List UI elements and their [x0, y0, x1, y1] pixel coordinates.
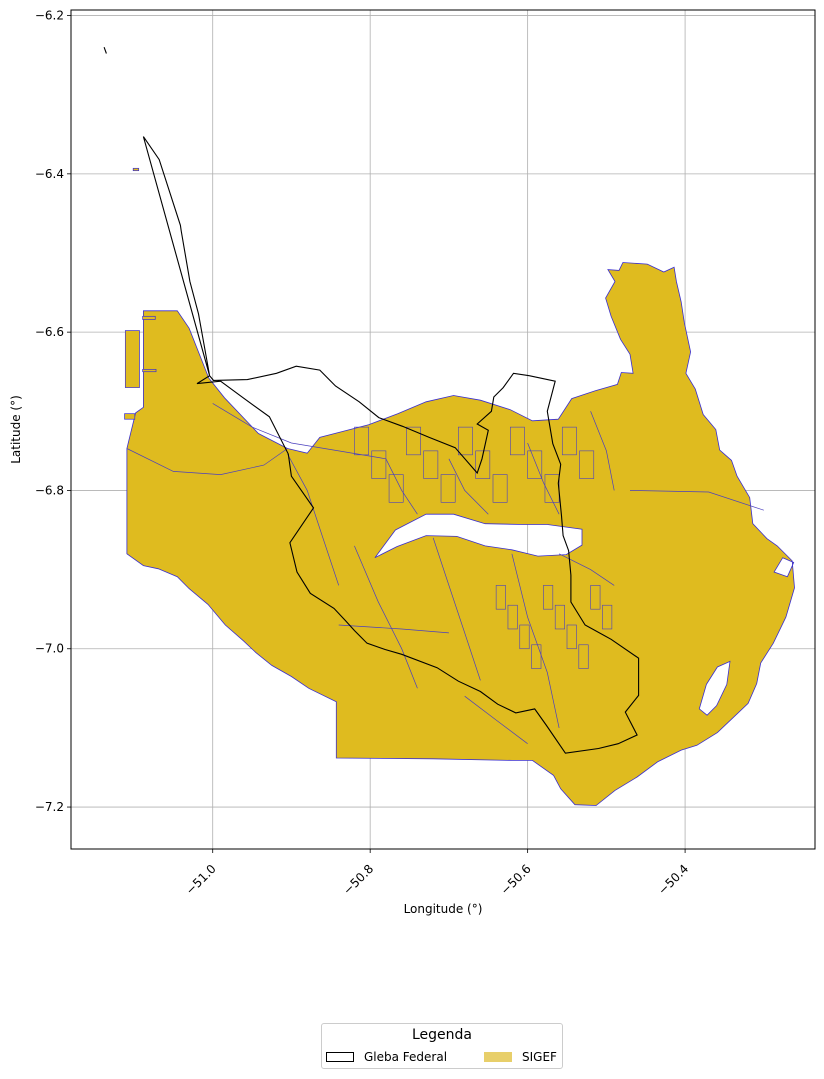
legend-label-gleba-federal: Gleba Federal: [364, 1050, 448, 1064]
sigef-parcel: [354, 426, 369, 456]
x-tick-label: −50.6: [498, 862, 534, 898]
sigef-parcel-boundary: [464, 695, 528, 744]
legend-item-gleba-federal: Gleba Federal: [326, 1049, 447, 1065]
sigef-parcel: [554, 604, 565, 630]
y-tick-label: −7.0: [35, 642, 64, 656]
y-tick-label: −6.2: [35, 9, 64, 23]
gleba-federal-layer: [103, 47, 640, 754]
x-tick-label: −50.4: [655, 862, 691, 898]
gleba-federal-fragment: [103, 47, 107, 54]
sigef-parcel: [440, 474, 456, 503]
plot-frame: [70, 9, 816, 850]
sigef-parcel-boundary: [629, 490, 764, 511]
sigef-parcel: [519, 624, 530, 650]
sigef-parcel: [495, 585, 506, 610]
sigef-parcel-boundary: [385, 458, 418, 515]
sigef-parcel: [543, 585, 554, 610]
sigef-parcel: [475, 450, 491, 479]
sigef-parcel-boundary: [432, 537, 481, 681]
sigef-parcel: [406, 426, 421, 456]
sigef-parcel-boundary: [590, 411, 615, 491]
sigef-parcel: [492, 474, 508, 503]
gleba-federal-swatch: [326, 1052, 354, 1062]
sigef-swatch: [484, 1052, 512, 1062]
y-tick-label: −7.2: [35, 800, 64, 814]
sigef-parcel: [510, 426, 525, 456]
sigef-parcel-boundary: [448, 458, 489, 515]
sigef-parcel: [566, 624, 577, 650]
sigef-parcel-boundary: [354, 545, 418, 689]
sigef-parcel: [602, 604, 613, 630]
legend: Legenda Gleba Federal SIGEF: [321, 1023, 563, 1069]
sigef-parcel: [578, 644, 589, 669]
sigef-layer: [124, 167, 795, 806]
sigef-parcel: [371, 450, 387, 479]
sigef-parcel: [142, 315, 156, 320]
y-tick-label: −6.8: [35, 483, 64, 497]
sigef-parcel: [423, 450, 439, 479]
sigef-parcel: [388, 474, 404, 503]
sigef-parcel: [124, 330, 140, 388]
sigef-parcel: [561, 426, 577, 456]
x-tick-label: −51.0: [183, 862, 219, 898]
sigef-parcel: [531, 644, 542, 669]
sigef-parcel-boundary: [338, 624, 449, 634]
gleba-federal-outline: [142, 136, 640, 754]
sigef-parcel: [579, 450, 595, 479]
legend-item-sigef: SIGEF: [484, 1049, 557, 1065]
x-tick-label: −50.8: [340, 862, 376, 898]
sigef-parcel-boundary: [126, 448, 288, 475]
legend-title: Legenda: [411, 1027, 472, 1043]
x-axis-label: Longitude (°): [404, 902, 483, 916]
sigef-parcel: [124, 413, 136, 420]
sigef-parcel-boundary: [287, 453, 340, 586]
sigef-parcel-boundary: [527, 442, 560, 515]
legend-label-sigef: SIGEF: [522, 1050, 557, 1064]
legend-entries: Gleba Federal SIGEF: [326, 1049, 558, 1065]
y-tick-label: −6.4: [35, 167, 64, 181]
sigef-parcel: [507, 604, 518, 630]
sigef-parcel: [590, 585, 601, 610]
sigef-parcel: [527, 450, 543, 479]
sigef-region: [126, 262, 795, 806]
sigef-parcel: [142, 368, 157, 373]
sigef-parcel: [132, 167, 140, 172]
y-axis-label: Latitude (°): [9, 395, 23, 464]
sigef-parcel: [458, 426, 473, 456]
y-tick-label: −6.6: [35, 325, 64, 339]
